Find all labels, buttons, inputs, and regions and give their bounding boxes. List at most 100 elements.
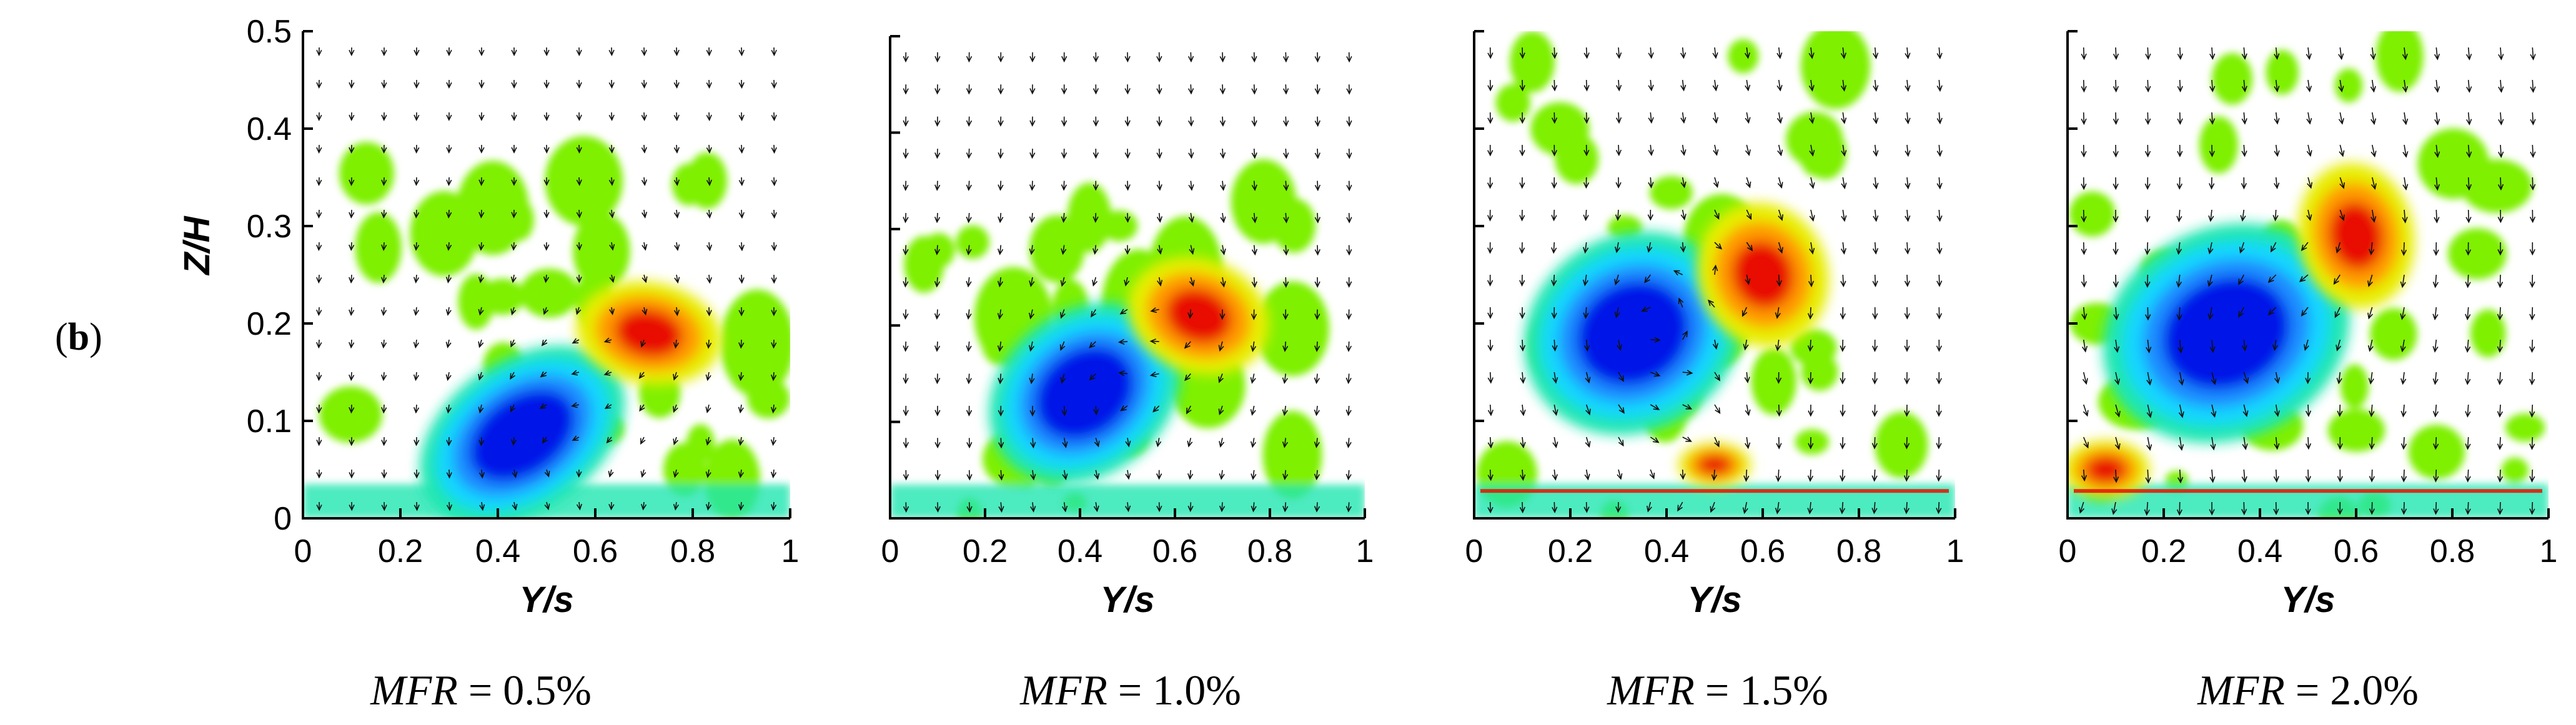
velocity-vector bbox=[1282, 341, 1289, 352]
velocity-vector bbox=[1030, 438, 1036, 449]
velocity-vector bbox=[934, 405, 941, 417]
velocity-vector bbox=[1618, 436, 1624, 447]
velocity-vector bbox=[1125, 502, 1131, 513]
velocity-vector bbox=[2240, 209, 2246, 222]
velocity-vector bbox=[1282, 373, 1288, 385]
velocity-vector bbox=[1124, 213, 1131, 223]
velocity-vector bbox=[2466, 79, 2472, 93]
velocity-vector bbox=[998, 213, 1004, 224]
velocity-vector bbox=[1841, 144, 1847, 157]
velocity-vector bbox=[2274, 372, 2281, 384]
velocity-vector bbox=[2146, 339, 2152, 353]
velocity-vector bbox=[1777, 144, 1783, 157]
velocity-vector bbox=[1682, 404, 1693, 410]
velocity-vector bbox=[1487, 436, 1494, 449]
x-tick-label: 0 bbox=[2059, 533, 2077, 570]
velocity-vector bbox=[673, 209, 680, 219]
velocity-vector bbox=[1840, 372, 1846, 385]
velocity-vector bbox=[1712, 79, 1718, 92]
velocity-vector bbox=[998, 373, 1004, 385]
velocity-vector bbox=[576, 501, 583, 511]
velocity-vector bbox=[2338, 47, 2344, 61]
velocity-vector bbox=[2529, 501, 2535, 515]
velocity-vectors bbox=[316, 47, 777, 511]
velocity-vector bbox=[934, 84, 941, 95]
velocity-vector bbox=[903, 309, 909, 320]
velocity-vector bbox=[479, 501, 485, 511]
velocity-vector bbox=[1647, 242, 1653, 253]
velocity-vector bbox=[1646, 501, 1652, 513]
velocity-vector bbox=[2370, 209, 2377, 223]
velocity-vector bbox=[1156, 470, 1162, 480]
velocity-vector bbox=[1124, 52, 1131, 63]
velocity-vector bbox=[2306, 47, 2312, 61]
velocity-vector bbox=[2333, 274, 2341, 285]
velocity-vector bbox=[641, 112, 647, 122]
positive-vortex-1 bbox=[1697, 202, 1829, 347]
velocity-vector bbox=[2529, 242, 2535, 256]
velocity-vector bbox=[1029, 149, 1036, 159]
velocity-vector bbox=[1157, 277, 1163, 287]
velocity-vector bbox=[1314, 149, 1320, 159]
velocity-vector bbox=[511, 79, 517, 89]
velocity-vector bbox=[998, 116, 1004, 127]
velocity-vector bbox=[1188, 149, 1194, 159]
velocity-vector bbox=[1776, 79, 1783, 92]
velocity-vector bbox=[1615, 209, 1622, 221]
velocity-vector bbox=[2466, 47, 2472, 61]
panel-caption: MFR = 1.5% bbox=[1607, 666, 1828, 714]
velocity-vector bbox=[543, 112, 550, 121]
velocity-vector bbox=[2305, 404, 2312, 417]
velocity-vector bbox=[316, 274, 322, 284]
velocity-vector bbox=[603, 337, 612, 343]
velocity-vector bbox=[642, 307, 648, 316]
velocity-vector bbox=[1059, 341, 1066, 351]
velocity-vector bbox=[445, 339, 452, 348]
velocity-vector bbox=[771, 177, 777, 187]
velocity-vector bbox=[770, 501, 777, 511]
velocity-vector bbox=[2497, 242, 2504, 256]
velocity-vector bbox=[2081, 307, 2088, 320]
x-tick-label: 0.4 bbox=[1644, 533, 1689, 570]
velocity-vector bbox=[903, 245, 909, 256]
velocity-vector bbox=[1029, 52, 1036, 63]
velocity-vector bbox=[2339, 209, 2345, 222]
velocity-vector bbox=[2114, 436, 2121, 450]
velocity-vector bbox=[1487, 372, 1494, 384]
velocity-vector bbox=[1218, 373, 1224, 383]
velocity-vector bbox=[1487, 47, 1494, 59]
velocity-vector bbox=[738, 242, 745, 252]
velocity-vector bbox=[2400, 307, 2406, 320]
velocity-vector bbox=[2336, 339, 2342, 352]
velocity-vector bbox=[2433, 501, 2439, 515]
velocity-vector bbox=[1840, 79, 1847, 92]
x-axis-title: Y/s bbox=[1100, 580, 1154, 620]
velocity-vector bbox=[349, 79, 355, 89]
velocity-vector bbox=[1282, 309, 1289, 320]
velocity-vector bbox=[1092, 149, 1099, 159]
velocity-vector bbox=[1680, 242, 1686, 253]
velocity-vector bbox=[1648, 144, 1654, 157]
velocity-vector bbox=[446, 501, 453, 511]
velocity-vector bbox=[544, 501, 550, 511]
velocity-vector bbox=[1156, 52, 1162, 63]
velocity-vector bbox=[2497, 339, 2503, 353]
velocity-vector bbox=[1583, 79, 1590, 92]
velocity-vector bbox=[1029, 116, 1036, 127]
velocity-vector bbox=[1775, 501, 1781, 515]
velocity-vector bbox=[1251, 213, 1258, 224]
velocity-vector bbox=[1062, 438, 1068, 448]
velocity-vector bbox=[2334, 307, 2341, 318]
velocity-vector bbox=[2243, 372, 2249, 384]
velocity-vector bbox=[1714, 209, 1720, 220]
x-tick-label: 0.4 bbox=[475, 533, 520, 570]
panel-caption: MFR = 2.0% bbox=[2197, 666, 2419, 714]
velocity-vector bbox=[510, 307, 517, 316]
velocity-vector bbox=[1282, 277, 1289, 289]
velocity-vector bbox=[2177, 339, 2184, 354]
velocity-vector bbox=[543, 177, 550, 186]
velocity-vector bbox=[2113, 177, 2119, 190]
velocity-vector bbox=[1776, 112, 1783, 124]
velocity-vector bbox=[1314, 245, 1320, 256]
velocity-vector bbox=[2144, 144, 2151, 158]
